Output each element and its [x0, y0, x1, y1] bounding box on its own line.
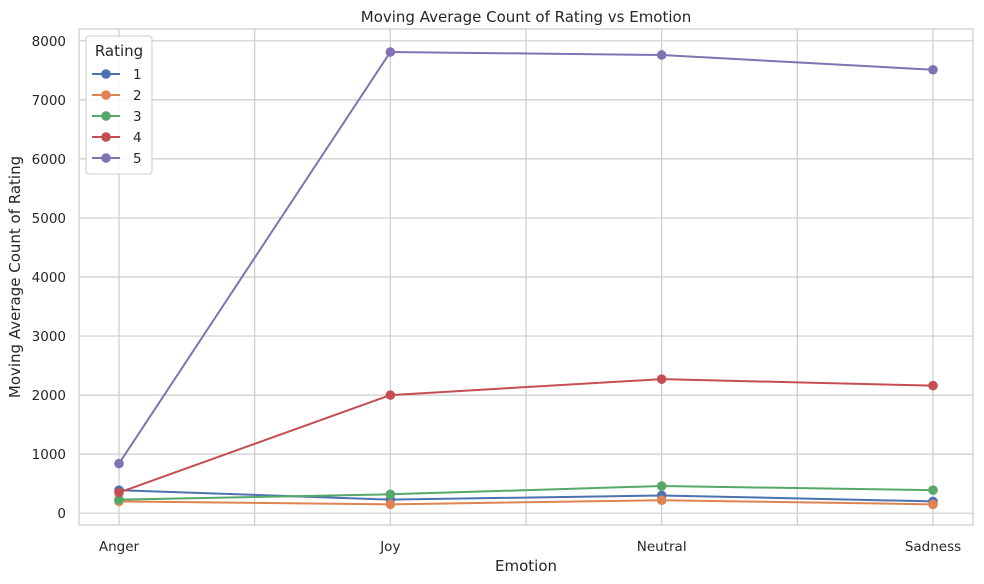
y-tick-label: 5000 — [32, 211, 66, 227]
y-tick-label: 2000 — [32, 388, 66, 404]
x-tick-label: Joy — [379, 539, 400, 555]
data-point — [928, 380, 938, 391]
legend: Rating 1 2 3 4 5 — [85, 35, 153, 175]
series-line — [118, 51, 934, 465]
data-point — [385, 499, 396, 510]
grid — [79, 29, 973, 525]
chart-title: Moving Average Count of Rating vs Emotio… — [361, 8, 691, 26]
legend-marker — [101, 153, 111, 163]
legend-label: 5 — [133, 151, 142, 167]
legend-marker — [101, 111, 111, 121]
y-axis: 0 1000 2000 3000 4000 5000 6000 7000 8000 — [32, 34, 66, 522]
data-point — [114, 458, 124, 469]
legend-marker — [101, 69, 111, 79]
data-point — [385, 47, 396, 57]
data-point — [385, 390, 396, 400]
y-tick-label: 8000 — [32, 34, 66, 50]
legend-marker — [101, 132, 111, 142]
y-tick-label: 3000 — [32, 329, 66, 345]
data-point — [928, 485, 938, 495]
series-line — [118, 378, 934, 494]
data-point — [928, 64, 938, 75]
legend-item-4: 4 — [92, 130, 142, 146]
y-tick-label: 4000 — [32, 270, 66, 286]
y-tick-label: 6000 — [32, 152, 66, 168]
y-tick-label: 0 — [57, 506, 66, 522]
x-axis: Anger Joy Neutral Sadness — [99, 539, 961, 555]
data-point — [928, 499, 938, 510]
series-line — [118, 485, 934, 501]
x-tick-label: Anger — [99, 539, 140, 555]
legend-item-1: 1 — [92, 67, 142, 83]
legend-item-5: 5 — [92, 151, 142, 167]
legend-title: Rating — [95, 42, 143, 60]
legend-label: 3 — [133, 109, 142, 125]
data-point — [656, 374, 667, 384]
series-4 — [114, 374, 938, 498]
data-point — [656, 481, 667, 491]
legend-label: 1 — [133, 67, 142, 83]
data-point — [114, 487, 124, 498]
series-3 — [114, 481, 938, 505]
data-point — [114, 494, 124, 505]
series-line — [118, 489, 934, 503]
series-line — [118, 499, 934, 506]
y-tick-label: 1000 — [32, 447, 66, 463]
data-point — [656, 50, 667, 60]
legend-item-3: 3 — [92, 109, 142, 125]
y-tick-label: 7000 — [32, 93, 66, 109]
legend-label: 4 — [133, 130, 142, 146]
legend-label: 2 — [133, 88, 142, 104]
legend-item-2: 2 — [92, 88, 142, 104]
x-tick-label: Sadness — [905, 539, 961, 555]
series-layer — [114, 47, 938, 510]
legend-marker — [101, 90, 111, 100]
x-axis-title: Emotion — [495, 557, 557, 575]
plot-area-frame — [78, 28, 974, 526]
legend-items: 1 2 3 4 5 — [92, 67, 142, 167]
data-point — [656, 495, 667, 506]
data-point — [385, 489, 396, 500]
y-axis-title: Moving Average Count of Rating — [6, 156, 24, 398]
x-tick-label: Neutral — [637, 539, 687, 555]
series-5 — [114, 47, 938, 469]
